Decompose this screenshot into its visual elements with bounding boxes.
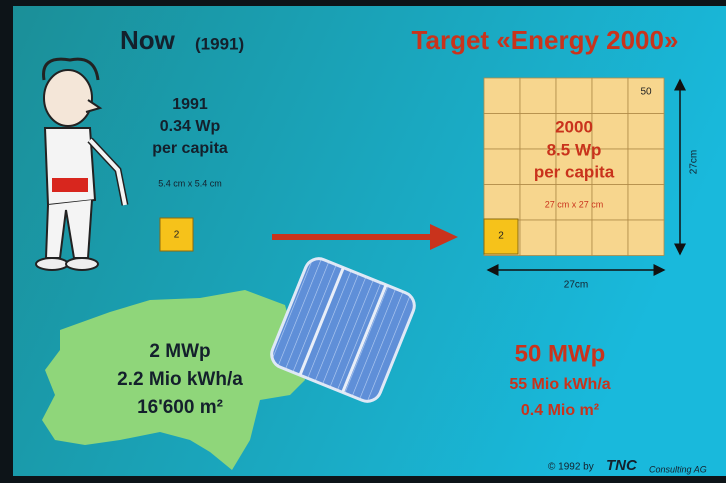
target-size: 27 cm x 27 cm — [545, 199, 604, 209]
grid-cell — [519, 77, 557, 114]
now-total: 2.2 Mio kWh/a — [117, 369, 243, 390]
target-total: 50 MWp — [515, 340, 606, 367]
grid-cell — [483, 77, 521, 114]
target-title: Target «Energy 2000» — [412, 25, 679, 55]
grid-cell — [483, 113, 521, 150]
copyright: © 1992 by — [548, 462, 594, 473]
height-label: 27cm — [689, 150, 700, 174]
grid-cell — [627, 113, 665, 150]
width-label: 27cm — [564, 280, 588, 291]
now-line: per capita — [152, 140, 228, 157]
grid-cell — [519, 113, 557, 150]
now-title: Now — [120, 25, 176, 55]
brand-suffix: Consulting AG — [649, 464, 707, 474]
grid-cell — [591, 77, 629, 114]
target-square-label: 2 — [498, 231, 504, 242]
now-line: 0.34 Wp — [160, 118, 221, 135]
now-size: 5.4 cm x 5.4 cm — [158, 178, 222, 188]
now-square-label: 2 — [174, 230, 180, 241]
grid-cell — [483, 148, 521, 185]
now-line: 1991 — [172, 96, 208, 113]
target-line: 8.5 Wp — [547, 140, 602, 159]
now-total: 2 MWp — [149, 341, 210, 362]
grid-cell — [555, 219, 593, 256]
grid-cell — [483, 184, 521, 221]
grid-cell — [591, 113, 629, 150]
cartoon-man — [35, 57, 129, 271]
arrow — [272, 224, 458, 250]
target-total: 0.4 Mio m² — [521, 402, 599, 419]
now-total: 16'600 m² — [137, 397, 223, 418]
brand: TNC — [606, 457, 638, 474]
target-line: per capita — [534, 162, 615, 181]
grid-cell — [519, 219, 557, 256]
grid-cell — [591, 184, 629, 221]
solar-cell — [270, 257, 416, 403]
grid-cell — [591, 219, 629, 256]
grid-cell — [591, 148, 629, 185]
now-square — [159, 217, 194, 252]
grid-cell — [555, 77, 593, 114]
grid-cell — [627, 77, 665, 114]
grid-cell — [627, 184, 665, 221]
target-line: 2000 — [555, 117, 593, 136]
now-year: (1991) — [195, 34, 244, 53]
grid-cell — [555, 113, 593, 150]
target-total: 55 Mio kWh/a — [509, 376, 610, 393]
target-square — [483, 218, 519, 255]
grid-cell — [627, 148, 665, 185]
corner-label: 50 — [640, 87, 652, 98]
switzerland-map — [42, 290, 305, 470]
grid-cell — [555, 148, 593, 185]
grid-cell — [627, 219, 665, 256]
